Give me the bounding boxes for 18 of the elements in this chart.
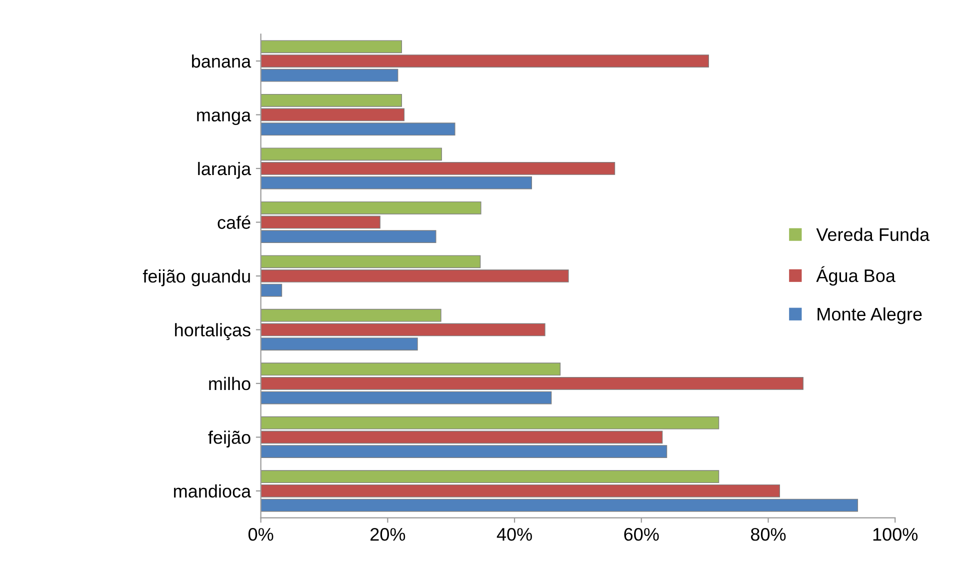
y-tick-label: milho [209,376,250,390]
y-tick-label: banana [192,54,252,68]
y-tick-label: feijão guandu [142,269,250,286]
y-tick-label: café [218,215,250,229]
y-tick-label: manga [197,112,252,126]
legend-label: Água Boa [816,266,896,286]
x-tick-label: 100% [873,528,918,541]
x-tick-label: 80% [750,528,786,541]
legend-label: Vereda Funda [816,228,930,242]
y-tick-label: hortaliças [175,323,250,340]
legend-label: Monte Alegre [818,307,922,324]
x-tick-label: 20% [370,528,406,541]
x-tick-label: 0% [248,528,274,541]
x-tick-label: 40% [496,528,532,541]
x-tick-label: 60% [624,528,659,541]
y-tick-label: mandioca [174,484,252,498]
y-tick-label: laranja [198,162,252,179]
y-tick-label: feijão [208,430,250,448]
